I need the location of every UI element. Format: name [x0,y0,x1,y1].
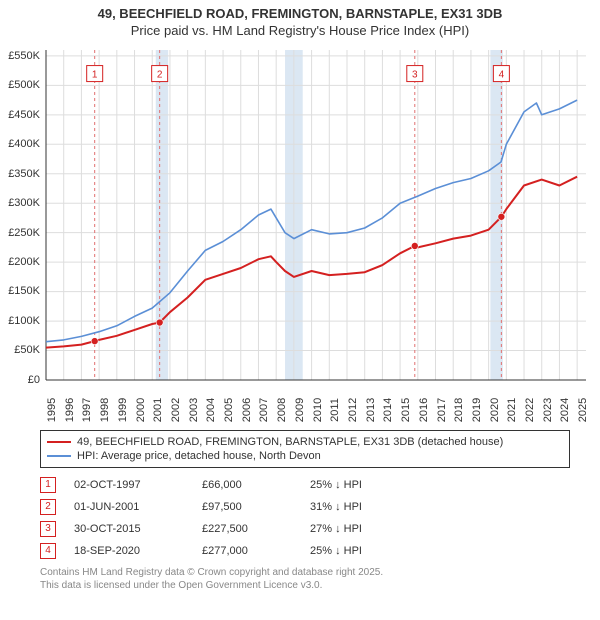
x-tick-label: 2010 [312,390,324,430]
event-date: 18-SEP-2020 [74,545,184,557]
event-row: 2 01-JUN-2001 £97,500 31% ↓ HPI [40,496,570,518]
x-tick-label: 2007 [258,390,270,430]
legend-box: 49, BEECHFIELD ROAD, FREMINGTON, BARNSTA… [40,430,570,468]
y-tick-label: £350K [0,168,40,180]
x-tick-label: 1995 [46,390,58,430]
x-tick-label: 2024 [559,390,571,430]
y-tick-label: £500K [0,79,40,91]
event-marker: 1 [40,477,56,493]
x-tick-label: 2011 [329,390,341,430]
event-marker: 2 [40,499,56,515]
footer-line2: This data is licensed under the Open Gov… [40,579,570,592]
svg-text:1: 1 [92,69,98,80]
legend-swatch [47,441,71,443]
x-tick-label: 1997 [81,390,93,430]
x-tick-label: 1996 [64,390,76,430]
svg-text:4: 4 [499,69,505,80]
x-tick-label: 2003 [188,390,200,430]
chart-title-line2: Price paid vs. HM Land Registry's House … [0,23,600,42]
x-tick-label: 2005 [223,390,235,430]
event-pct: 25% ↓ HPI [310,545,400,557]
event-price: £227,500 [202,523,292,535]
chart-svg: 1 2 3 4 [0,42,600,422]
y-tick-label: £50K [0,344,40,356]
x-tick-label: 2025 [577,390,589,430]
legend-swatch [47,455,71,457]
event-date: 02-OCT-1997 [74,479,184,491]
event-pct: 25% ↓ HPI [310,479,400,491]
chart-area: 1 2 3 4 £0 £50K £100K £150K £200K £250K £300K £350… [0,42,600,422]
svg-text:3: 3 [412,69,418,80]
x-tick-label: 2023 [542,390,554,430]
footer-line1: Contains HM Land Registry data © Crown c… [40,566,570,579]
x-tick-label: 2018 [453,390,465,430]
x-tick-label: 2006 [241,390,253,430]
x-tick-label: 1998 [99,390,111,430]
x-tick-label: 1999 [117,390,129,430]
y-tick-label: £100K [0,315,40,327]
event-price: £277,000 [202,545,292,557]
x-tick-label: 2001 [152,390,164,430]
event-row: 4 18-SEP-2020 £277,000 25% ↓ HPI [40,540,570,562]
legend-row: 49, BEECHFIELD ROAD, FREMINGTON, BARNSTA… [47,435,563,449]
event-row: 3 30-OCT-2015 £227,500 27% ↓ HPI [40,518,570,540]
event-marker: 3 [40,521,56,537]
y-tick-label: £550K [0,50,40,62]
y-tick-label: £400K [0,138,40,150]
chart-title-line1: 49, BEECHFIELD ROAD, FREMINGTON, BARNSTA… [0,0,600,23]
x-tick-label: 2016 [418,390,430,430]
svg-text:2: 2 [157,69,163,80]
x-tick-label: 2002 [170,390,182,430]
event-marker: 4 [40,543,56,559]
y-tick-label: £200K [0,256,40,268]
x-tick-label: 2020 [489,390,501,430]
x-tick-label: 2012 [347,390,359,430]
event-pct: 27% ↓ HPI [310,523,400,535]
x-tick-label: 2017 [436,390,448,430]
x-tick-label: 2004 [205,390,217,430]
event-price: £66,000 [202,479,292,491]
legend-row: HPI: Average price, detached house, Nort… [47,449,563,463]
y-tick-label: £300K [0,197,40,209]
x-tick-label: 2022 [524,390,536,430]
y-tick-label: £450K [0,109,40,121]
x-tick-label: 2009 [294,390,306,430]
legend-label: 49, BEECHFIELD ROAD, FREMINGTON, BARNSTA… [77,436,503,448]
event-price: £97,500 [202,501,292,513]
legend-label: HPI: Average price, detached house, Nort… [77,450,321,462]
x-tick-label: 2015 [400,390,412,430]
footer-attribution: Contains HM Land Registry data © Crown c… [40,566,570,592]
events-table: 1 02-OCT-1997 £66,000 25% ↓ HPI 2 01-JUN-2001… [40,474,570,562]
y-tick-label: £0 [0,374,40,386]
event-date: 01-JUN-2001 [74,501,184,513]
x-tick-label: 2000 [135,390,147,430]
event-date: 30-OCT-2015 [74,523,184,535]
x-tick-label: 2014 [382,390,394,430]
x-tick-label: 2021 [506,390,518,430]
y-tick-label: £250K [0,227,40,239]
event-pct: 31% ↓ HPI [310,501,400,513]
y-tick-label: £150K [0,285,40,297]
x-tick-label: 2013 [365,390,377,430]
event-row: 1 02-OCT-1997 £66,000 25% ↓ HPI [40,474,570,496]
x-tick-label: 2019 [471,390,483,430]
x-tick-label: 2008 [276,390,288,430]
